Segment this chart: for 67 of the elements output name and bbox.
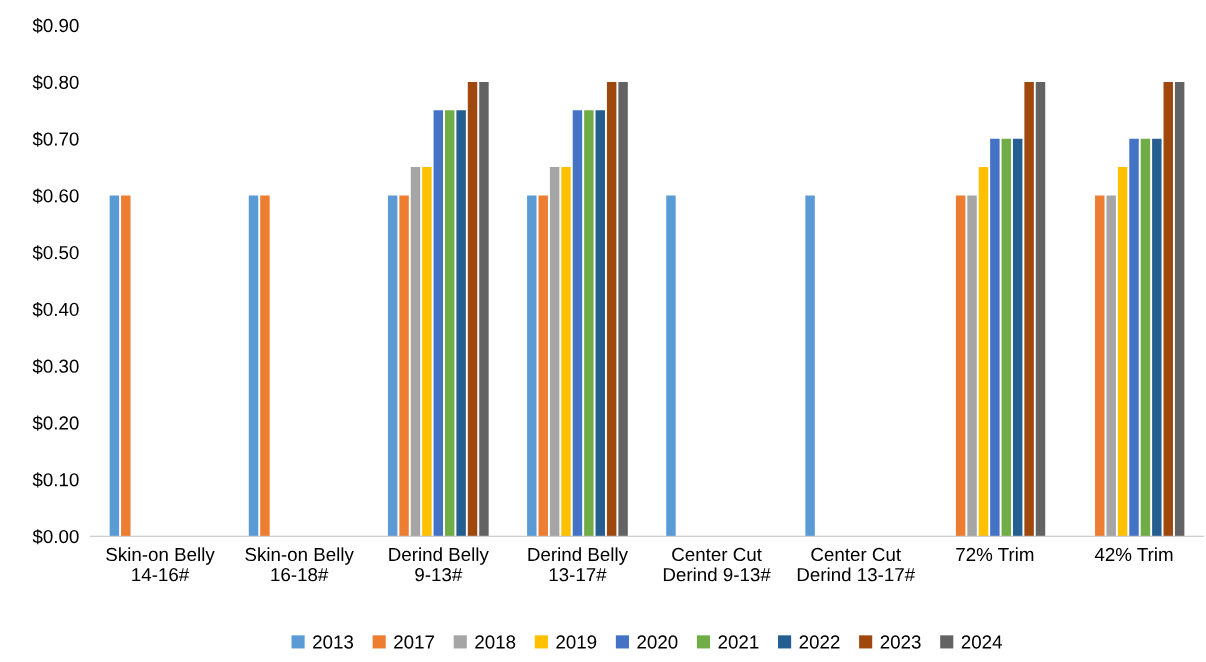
bar (248, 195, 259, 537)
bar (467, 81, 478, 537)
bar (805, 195, 815, 537)
bar (561, 167, 571, 537)
legend-label: 2021 (718, 635, 759, 649)
x-tick-label: Center Cut Derind 13-17# (797, 547, 916, 582)
bar (387, 195, 398, 537)
bar (260, 195, 270, 537)
bar (410, 167, 421, 537)
bar (595, 110, 605, 537)
y-tick-label: $0.00 (32, 529, 79, 545)
y-tick-label: $0.70 (32, 131, 79, 147)
bar (1035, 81, 1046, 537)
bar (606, 81, 617, 537)
bar (666, 195, 676, 537)
bar (433, 110, 444, 537)
y-tick-label: $0.40 (32, 301, 79, 318)
y-tick-label: $0.90 (32, 18, 79, 34)
legend-label: 2022 (799, 635, 840, 649)
bar (527, 195, 537, 537)
bar (422, 167, 432, 537)
x-tick-label: Skin-on Belly 14-16# (106, 547, 215, 582)
y-tick-label: $0.10 (32, 472, 79, 488)
bar (121, 195, 131, 537)
bar (1106, 195, 1116, 537)
y-tick-label: $0.50 (32, 245, 79, 261)
bar (1140, 138, 1151, 537)
x-tick-label: Derind Belly 13-17# (528, 547, 628, 582)
legend-label: 2023 (880, 635, 921, 649)
bar (456, 110, 466, 537)
bar (1174, 81, 1185, 537)
x-tick-label: Skin-on Belly 16-18# (245, 547, 354, 582)
bar (549, 167, 560, 537)
bar (1129, 138, 1139, 537)
bar (967, 195, 977, 537)
bar (538, 195, 548, 537)
x-tick-label: Center Cut Derind 9-13# (663, 547, 771, 582)
bar (618, 81, 628, 537)
bar (399, 195, 409, 537)
bar (1001, 138, 1012, 537)
y-tick-label: $0.80 (32, 74, 79, 91)
bar (584, 110, 594, 537)
y-tick-label: $0.20 (32, 415, 79, 431)
bar (978, 167, 989, 537)
bar (990, 138, 1000, 537)
legend-label: 2024 (961, 635, 1002, 649)
legend-label: 2020 (637, 635, 678, 649)
y-tick-label: $0.30 (32, 358, 79, 374)
y-tick-label: $0.60 (32, 188, 79, 204)
bar (1024, 81, 1034, 537)
bar (109, 195, 120, 537)
x-tick-label: 72% Trim (956, 547, 1034, 562)
bar (1163, 81, 1173, 537)
legend-label: 2017 (394, 635, 434, 649)
legend-label: 2019 (556, 635, 597, 649)
bar (444, 110, 455, 537)
bar (1117, 167, 1128, 537)
bar (1095, 195, 1105, 537)
legend-label: 2013 (313, 635, 354, 649)
bar (1152, 138, 1162, 537)
legend-label: 2018 (475, 635, 516, 649)
bar (955, 195, 966, 537)
x-tick-label: Derind Belly 9-13# (389, 547, 489, 582)
bar (479, 81, 489, 537)
bar (1012, 138, 1023, 537)
bar (572, 110, 583, 537)
x-tick-label: 42% Trim (1094, 547, 1173, 562)
